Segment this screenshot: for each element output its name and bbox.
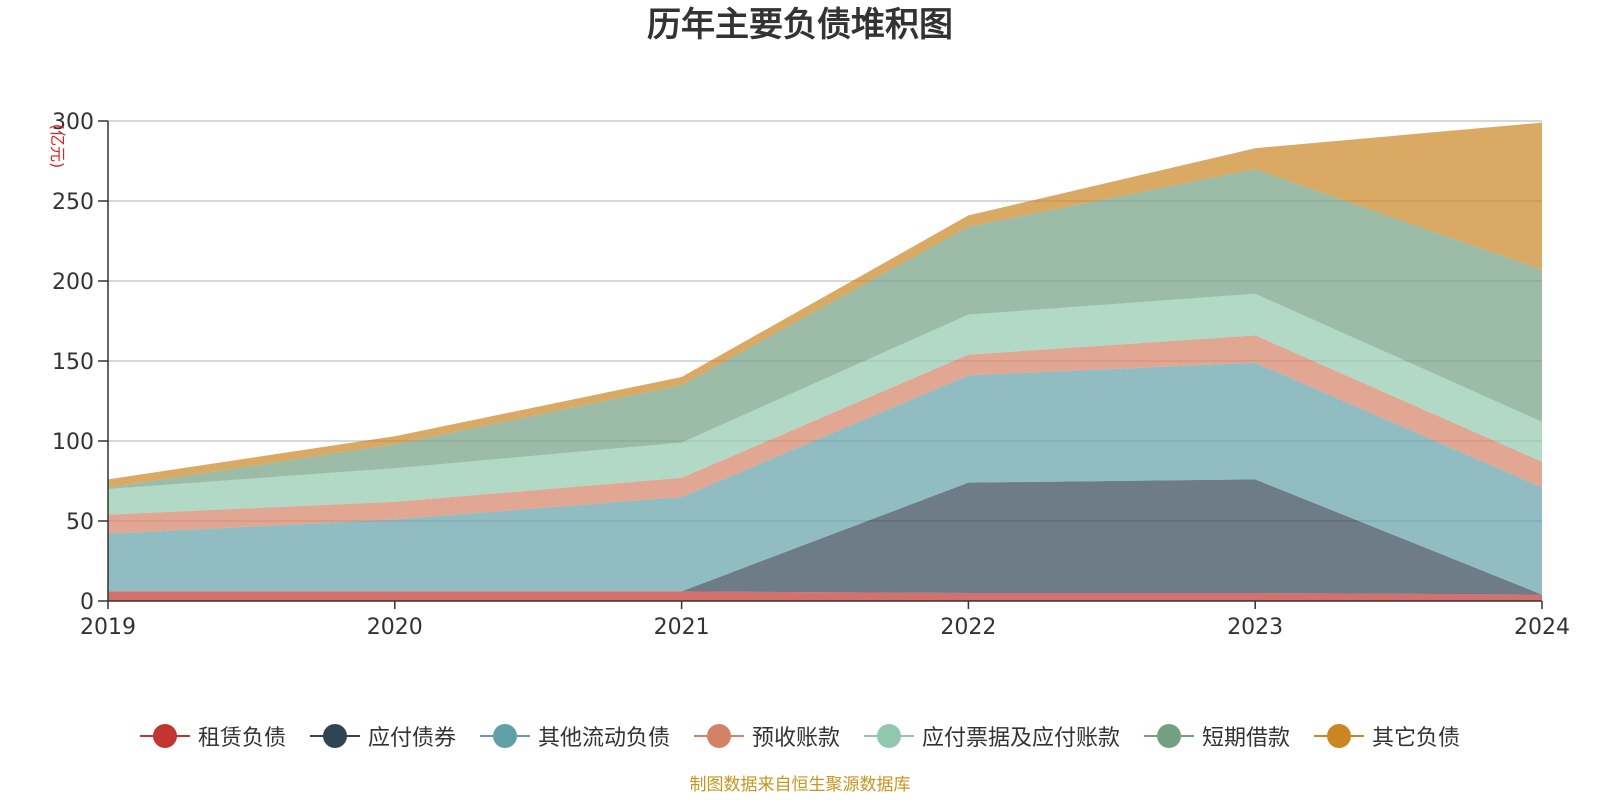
legend-marker-icon [479, 724, 530, 748]
legend-marker-icon [1314, 724, 1365, 748]
y-tick-label: 100 [52, 430, 94, 455]
y-tick-label: 0 [80, 590, 94, 615]
legend-marker-icon [864, 724, 914, 748]
legend-marker-icon [1144, 724, 1195, 748]
legend-label: 短期借款 [1202, 726, 1291, 751]
legend: 租赁负债 应付债券 其他流动负债 预收账款 应付票据及应付账款 短期借款 其它负债 [0, 720, 1600, 752]
legend-item-5[interactable]: 短期借款 [1144, 720, 1290, 752]
area-series-4 [108, 293, 1542, 515]
x-tick-label: 2021 [654, 615, 710, 640]
x-tick-label: 2024 [1514, 615, 1570, 640]
legend-marker-icon [309, 724, 360, 748]
y-tick-label: 50 [66, 510, 94, 535]
legend-label: 应付债券 [367, 726, 456, 751]
legend-item-3[interactable]: 预收账款 [693, 720, 840, 752]
x-tick-label: 2022 [940, 615, 996, 640]
area-series-2 [108, 362, 1542, 595]
y-tick-label: 300 [52, 110, 94, 135]
legend-label: 应付票据及应付账款 [922, 726, 1121, 751]
legend-marker-icon [693, 724, 744, 748]
x-tick-label: 2023 [1227, 615, 1283, 640]
area-series-6 [108, 122, 1542, 488]
legend-label: 其他流动负债 [537, 726, 670, 751]
stacked-area-chart: 0 50 100 150 200 250 300 2019 2020 2021 2022 2023 20… [48, 110, 1570, 640]
legend-label: 预收账款 [751, 726, 840, 751]
legend-item-1[interactable]: 应付债券 [309, 720, 456, 752]
x-tick-label: 2019 [80, 615, 136, 640]
area-series-5 [108, 169, 1542, 489]
legend-label: 租赁负债 [197, 726, 286, 751]
y-tick-label: 150 [52, 350, 94, 375]
legend-item-6[interactable]: 其它负债 [1314, 720, 1460, 752]
legend-item-0[interactable]: 租赁负债 [139, 720, 286, 752]
legend-marker-icon [139, 724, 190, 748]
chart-title: 历年主要负债堆积图 [647, 5, 953, 45]
legend-item-4[interactable]: 应付票据及应付账款 [864, 720, 1120, 752]
y-tick-label: 200 [52, 270, 94, 295]
axis-layer: 0 50 100 150 200 250 300 2019 2020 2021 2022 2023 20… [52, 110, 1570, 640]
area-series-0 [108, 591, 1542, 601]
area-series-1 [108, 479, 1542, 595]
legend-label: 其它负债 [1372, 726, 1461, 751]
y-axis-unit-label: (亿元) [48, 124, 67, 169]
x-tick-label: 2020 [367, 615, 423, 640]
y-tick-label: 250 [52, 190, 94, 215]
source-note: 制图数据来自恒生聚源数据库 [689, 775, 911, 795]
legend-item-2[interactable]: 其他流动负债 [479, 720, 670, 752]
area-series-3 [108, 335, 1542, 534]
area-layer [108, 122, 1542, 601]
